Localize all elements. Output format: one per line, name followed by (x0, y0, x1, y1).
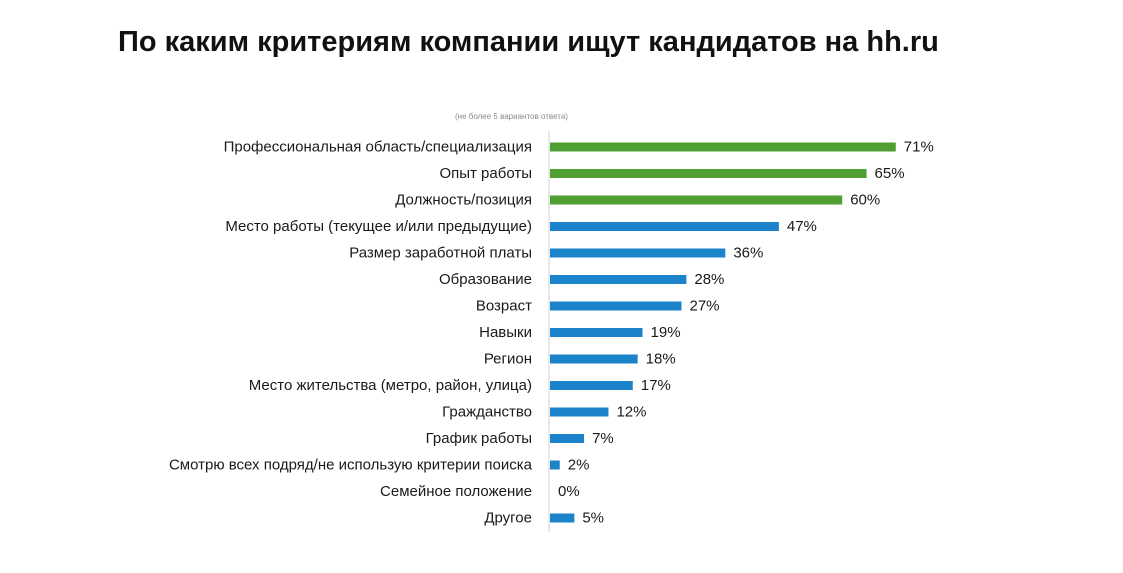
bar (550, 222, 779, 231)
category-label: Навыки (479, 324, 532, 341)
bar (550, 434, 585, 443)
value-label: 18% (646, 351, 676, 368)
value-label: 47% (787, 218, 817, 235)
category-label: Должность/позиция (395, 192, 532, 209)
value-label: 71% (904, 139, 934, 156)
bar (550, 248, 726, 258)
category-label: Смотрю всех подряд/не использую критерии… (169, 457, 533, 474)
chart-title: По каким критериям компании ищут кандида… (118, 26, 939, 58)
value-label: 12% (616, 404, 646, 421)
category-label: Гражданство (442, 404, 532, 421)
category-label: Место жительства (метро, район, улица) (249, 377, 532, 394)
value-label: 27% (689, 298, 719, 315)
bars-group: Профессиональная область/специализация 71… (169, 139, 934, 527)
category-label: Регион (484, 351, 532, 368)
value-label: 36% (733, 245, 763, 262)
value-label: 60% (850, 192, 880, 209)
bar (550, 275, 687, 284)
bar (550, 354, 638, 364)
category-label: Образование (439, 271, 532, 288)
bar (550, 407, 609, 417)
category-label: Размер заработной платы (349, 245, 532, 262)
value-label: 5% (582, 510, 604, 527)
bar (550, 301, 682, 311)
category-label: Профессиональная область/специализация (224, 139, 532, 156)
bar (550, 142, 896, 152)
bar (550, 328, 643, 337)
value-label: 28% (694, 271, 724, 288)
category-label: Место работы (текущее и/или предыдущие) (225, 218, 532, 235)
value-label: 19% (651, 324, 681, 341)
category-label: График работы (426, 430, 532, 447)
bar (550, 195, 843, 205)
value-label: 7% (592, 430, 614, 447)
value-label: 0% (558, 483, 580, 500)
category-label: Опыт работы (439, 165, 532, 182)
bar (550, 381, 633, 390)
bar (550, 169, 867, 178)
category-label: Возраст (476, 298, 532, 315)
category-label: Семейное положение (380, 483, 532, 500)
value-label: 17% (641, 377, 671, 394)
chart-subtitle: (не более 5 вариантов ответа) (455, 112, 568, 121)
category-label: Другое (484, 510, 532, 527)
bar (550, 513, 575, 523)
value-label: 2% (568, 457, 590, 474)
bar (550, 460, 560, 470)
value-label: 65% (875, 165, 905, 182)
